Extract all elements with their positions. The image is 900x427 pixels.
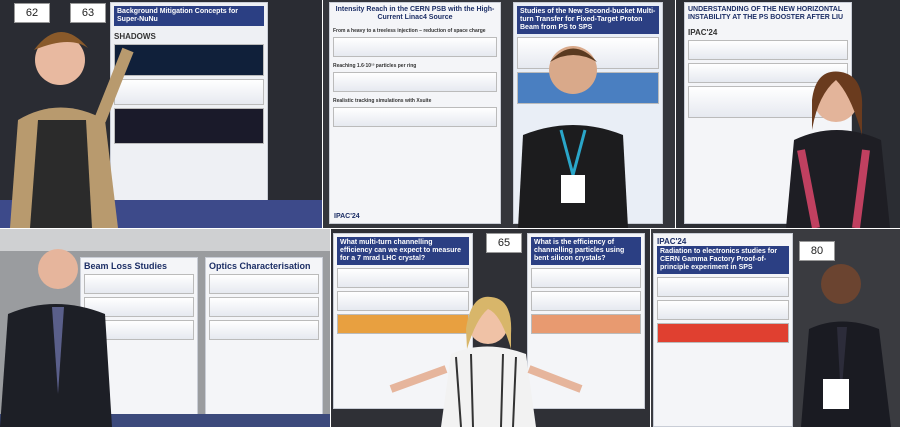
poster: What is the efficiency of channelling pa…	[527, 233, 645, 409]
poster: What multi-turn channelling efficiency c…	[333, 233, 473, 409]
photo: Intensity Reach in the CERN PSB with the…	[323, 0, 675, 228]
photo: 80 IPAC'24 Radiation to electronics stud…	[651, 229, 900, 427]
photo: Beam Loss Studies Optics Characterisatio…	[0, 229, 330, 427]
poster-title: Optics Characterisation	[209, 261, 311, 271]
poster-title: Background Mitigation Concepts for Super…	[114, 6, 264, 26]
board-number: 65	[486, 233, 522, 253]
board-number: 63	[70, 3, 106, 23]
people	[0, 229, 330, 427]
people	[801, 264, 891, 427]
poster-section: Reaching 1.6·10¹³ particles per ring	[333, 63, 417, 69]
people	[389, 296, 583, 427]
photo: UNDERSTANDING OF THE NEW HORIZONTAL INST…	[676, 0, 900, 228]
poster-title: UNDERSTANDING OF THE NEW HORIZONTAL INST…	[688, 6, 844, 21]
poster-logo: IPAC'24	[657, 237, 687, 246]
poster-title: Beam Loss Studies	[84, 261, 168, 271]
poster: UNDERSTANDING OF THE NEW HORIZONTAL INST…	[684, 2, 852, 224]
poster-title: What multi-turn channelling efficiency c…	[337, 237, 469, 265]
people	[0, 31, 322, 228]
poster-logo: IPAC'24	[688, 28, 718, 37]
photo: 65 What multi-turn channelling efficienc…	[331, 229, 650, 427]
poster-section: Realistic tracking simulations with Xsui…	[333, 98, 432, 104]
poster-title: Radiation to electronics studies for CER…	[657, 246, 789, 274]
board-number: 62	[14, 3, 50, 23]
poster-section: From a heavy to a treeless injection – r…	[333, 28, 486, 34]
poster-title: Studies of the New Second-bucket Multi-t…	[517, 6, 659, 34]
people	[518, 46, 628, 228]
photo: 62 63 Background Mitigation Concepts for…	[0, 0, 322, 228]
poster: Intensity Reach in the CERN PSB with the…	[329, 2, 501, 224]
people	[786, 71, 890, 228]
poster-title: Intensity Reach in the CERN PSB with the…	[335, 6, 495, 21]
poster: Optics Characterisation	[205, 257, 323, 417]
poster-footer: IPAC'24	[334, 213, 360, 220]
poster: IPAC'24 Radiation to electronics studies…	[653, 233, 793, 427]
poster: Background Mitigation Concepts for Super…	[110, 2, 268, 204]
poster-logo: SHADOWS	[114, 32, 156, 41]
poster-title: What is the efficiency of channelling pa…	[531, 237, 641, 265]
board-number: 80	[799, 241, 835, 261]
